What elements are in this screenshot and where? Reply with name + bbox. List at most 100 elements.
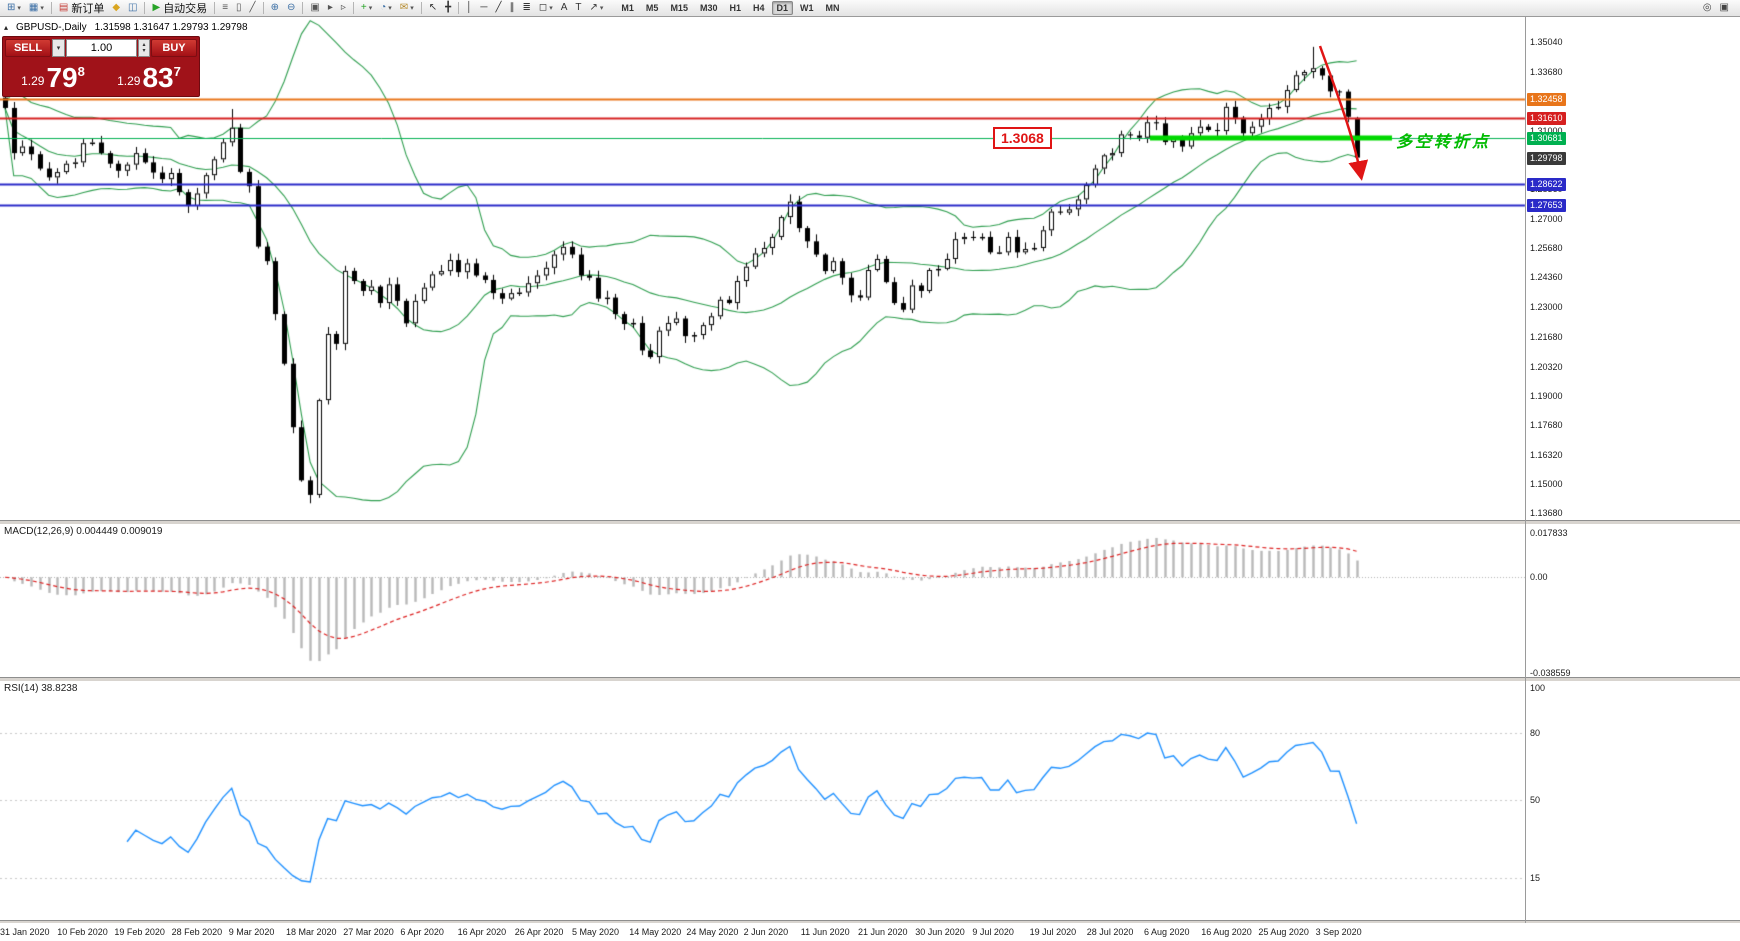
down-arrow-annotation[interactable] (1295, 38, 1385, 198)
fibonacci-button[interactable]: ≣ (520, 0, 534, 17)
bid-price-point: 8 (77, 64, 85, 79)
window-list-icon: ▣ (1719, 2, 1729, 13)
arrows-button[interactable]: ↗ ▾ (587, 0, 607, 17)
shapes-button[interactable]: ◻ ▾ (536, 0, 556, 17)
text-icon: A (560, 2, 568, 13)
rsi-axis-label: 100 (1530, 683, 1546, 693)
trade-panel-toggle-icon[interactable]: ▴ (4, 23, 9, 32)
trendline-button[interactable]: ╱ (492, 0, 504, 17)
price-axis-label: 1.13680 (1530, 507, 1563, 518)
date-axis[interactable]: 31 Jan 2020 10 Feb 2020 19 Feb 2020 28 Feb … (0, 923, 1740, 941)
chart-shift-button[interactable]: ▹ (338, 0, 349, 17)
toolbar-separator (50, 2, 52, 14)
macd-label: MACD(12,26,9) 0.004449 0.009019 (4, 526, 163, 537)
trade-panel-controls: SELL ▾ 1.00 ▴ ▾ BUY (5, 39, 197, 57)
zoom-out-button[interactable]: ⊖ (284, 0, 298, 17)
zoom-in-icon: ⊕ (270, 2, 279, 13)
favorites-button[interactable]: ◆ (109, 0, 123, 17)
vertical-line-icon: │ (466, 2, 473, 13)
timeframe-w1-button[interactable]: W1 (800, 3, 814, 13)
timeframe-m5-button[interactable]: M5 (645, 3, 659, 13)
date-axis-label: 16 Aug 2020 (1201, 927, 1252, 937)
rsi-panel-separator[interactable] (0, 677, 1740, 682)
main-chart-canvas[interactable] (0, 17, 1740, 520)
search-button[interactable]: ◎ (1700, 0, 1715, 17)
price-axis-label: 1.25680 (1530, 243, 1563, 254)
price-tag: 1.28622 (1527, 177, 1566, 191)
spin-down-icon[interactable]: ▾ (142, 48, 146, 54)
volume-spinner[interactable]: ▴ ▾ (138, 39, 150, 57)
profiles-button[interactable]: ▦ ▾ (26, 0, 47, 17)
equidistant-channel-button[interactable]: ∥ (507, 0, 518, 17)
text-button[interactable]: A (558, 0, 571, 17)
date-axis-label: 10 Feb 2020 (57, 927, 108, 937)
crosshair-button[interactable]: ╋ (442, 0, 454, 17)
indicators-button[interactable]: + ▾ (358, 0, 375, 17)
timeframe-mn-button[interactable]: MN (825, 3, 840, 13)
trendline-icon: ╱ (495, 2, 502, 13)
rsi-axis-label: 50 (1530, 795, 1541, 805)
bid-price-big-figure: 1.29 (21, 74, 45, 88)
tile-windows-button[interactable]: ▣ (307, 0, 322, 17)
arrows-dropdown-icon: ▾ (599, 5, 604, 12)
favorites-icon: ◆ (112, 2, 121, 13)
timeframe-h4-button[interactable]: H4 (752, 3, 765, 13)
vertical-line-button[interactable]: │ (463, 0, 475, 17)
bar-chart-mode-icon: ≡ (222, 2, 229, 13)
auto-scroll-button[interactable]: ▸ (325, 0, 336, 17)
text-label-button[interactable]: T (572, 0, 584, 17)
crosshair-icon: ╋ (445, 2, 452, 13)
bid-price-pips: 79 (46, 62, 78, 93)
line-chart-mode-button[interactable]: ╱ (247, 0, 259, 17)
chart-title-row: ▴ GBPUSD-,Daily 1.31598 1.31647 1.29793 … (4, 22, 248, 33)
zoom-in-button[interactable]: ⊕ (268, 0, 282, 17)
toolbar-buttons: ⊞ ▾ ▦ ▾ ▤ 新订单 ◆ ◫ ▶ 自动交易 ≡ ▯ ╱ ⊕ ⊖ ▣ ▸ ▹ + ▾ ◔ ▾ ✉ ▾ ↖ ╋ │ ─ ╱ ∥ ≣ ◻ ▾ A T… (3, 0, 607, 17)
periods-dropdown-icon: ▾ (388, 5, 392, 12)
candlestick-mode-button[interactable]: ▯ (233, 0, 245, 17)
symbol-period-title: GBPUSD-,Daily (16, 22, 87, 33)
shapes-icon: ◻ (538, 2, 548, 13)
date-axis-label: 6 Aug 2020 (1144, 927, 1190, 937)
date-axis-label: 24 May 2020 (686, 927, 739, 937)
timeframe-m15-button[interactable]: M15 (670, 3, 688, 13)
profiles-dropdown-icon: ▾ (40, 5, 44, 12)
indicators-dropdown-icon: ▾ (368, 5, 373, 12)
periods-button[interactable]: ◔ ▾ (377, 0, 395, 17)
text-label-icon: T (575, 2, 582, 13)
candlestick-mode-icon: ▯ (236, 2, 242, 13)
market-watch-button[interactable]: ◫ (125, 0, 140, 17)
spin-up-icon[interactable]: ▴ (142, 42, 146, 48)
date-axis-label: 16 Apr 2020 (457, 927, 507, 937)
fibonacci-icon: ≣ (522, 2, 531, 13)
auto-trading-button[interactable]: ▶ 自动交易 (149, 0, 210, 17)
bar-chart-mode-button[interactable]: ≡ (219, 0, 231, 17)
macd-panel-separator[interactable] (0, 520, 1740, 525)
buy-button[interactable]: BUY (151, 39, 197, 57)
window-list-button[interactable]: ▣ (1717, 0, 1732, 17)
rsi-panel-canvas[interactable] (0, 680, 1740, 920)
ask-price[interactable]: 1.29 83 7 (101, 57, 197, 94)
timeframe-m30-button[interactable]: M30 (699, 3, 718, 13)
cursor-button[interactable]: ↖ (426, 0, 440, 17)
order-type-dropdown[interactable]: ▾ (52, 39, 65, 57)
horizontal-line-button[interactable]: ─ (477, 0, 490, 17)
new-chart-icon: ⊞ (7, 2, 16, 13)
turning-point-annotation[interactable]: 多空转折点 (1396, 134, 1492, 151)
down-arrow-path (1318, 45, 1369, 181)
date-axis-label: 21 Jun 2020 (858, 927, 908, 937)
sell-button[interactable]: SELL (5, 39, 51, 57)
new-order-button[interactable]: ▤ 新订单 (56, 0, 107, 17)
templates-button[interactable]: ✉ ▾ (397, 0, 417, 17)
bid-price[interactable]: 1.29 79 8 (5, 57, 101, 94)
cursor-icon: ↖ (428, 2, 438, 13)
timeframe-h1-button[interactable]: H1 (729, 3, 741, 13)
support-price-label[interactable]: 1.3068 (993, 127, 1052, 149)
new-chart-button[interactable]: ⊞ ▾ (4, 0, 24, 17)
timeframe-m1-button[interactable]: M1 (621, 3, 634, 13)
trade-panel-prices: 1.29 79 8 1.29 83 7 (5, 57, 197, 94)
timeframe-d1-button[interactable]: D1 (771, 1, 794, 15)
macd-panel-canvas[interactable] (0, 523, 1740, 677)
volume-input[interactable]: 1.00 (66, 39, 137, 57)
tile-windows-icon: ▣ (310, 2, 320, 13)
